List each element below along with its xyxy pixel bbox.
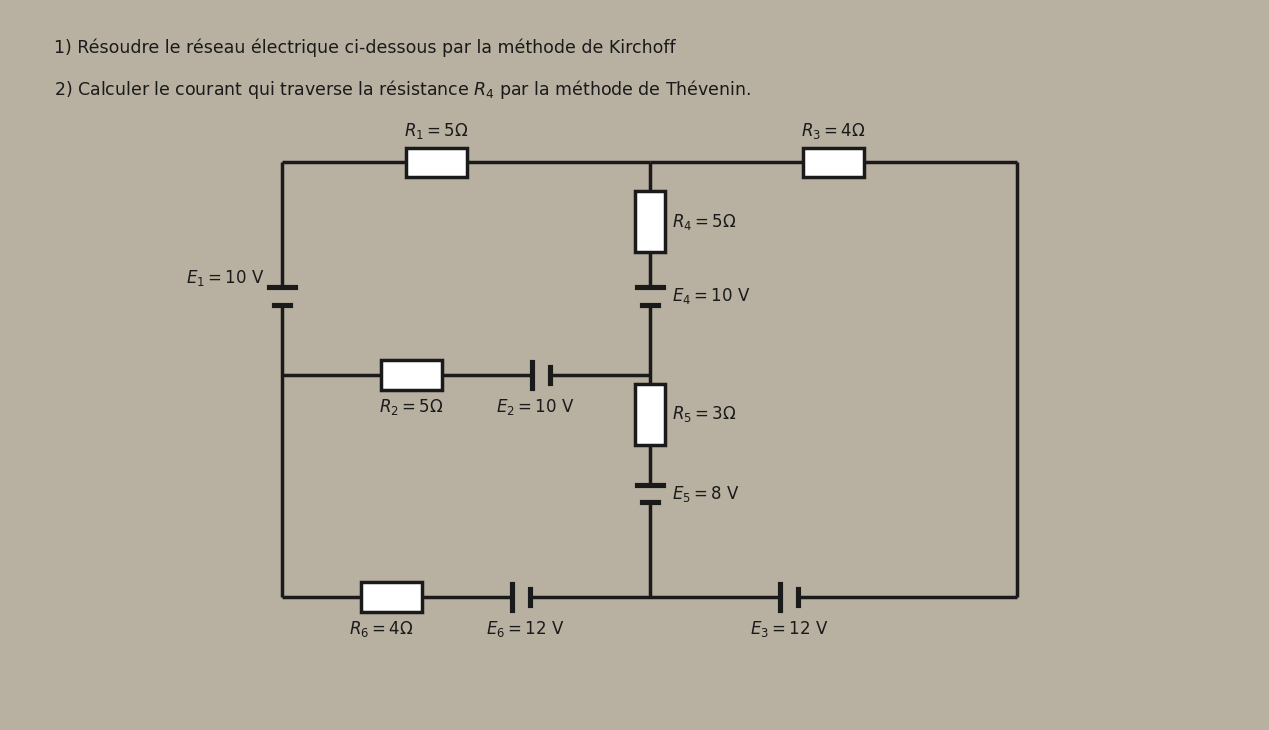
Bar: [360, 583, 423, 612]
Text: $R_5 = 3\Omega$: $R_5 = 3\Omega$: [671, 404, 736, 424]
Text: $R_6 = 4\Omega$: $R_6 = 4\Omega$: [349, 619, 414, 639]
Text: $R_2 = 5\Omega$: $R_2 = 5\Omega$: [379, 396, 444, 417]
Bar: [634, 384, 665, 445]
Text: 2) Calculer le courant qui traverse la résistance $R_4$ par la méthode de Théven: 2) Calculer le courant qui traverse la r…: [53, 78, 751, 101]
Bar: [406, 147, 467, 177]
Text: $R_1 = 5\Omega$: $R_1 = 5\Omega$: [404, 120, 468, 141]
Text: 1) Résoudre le réseau électrique ci-dessous par la méthode de Kirchoff: 1) Résoudre le réseau électrique ci-dess…: [53, 39, 675, 57]
Text: $E_1 = 10$ V: $E_1 = 10$ V: [187, 268, 264, 288]
Bar: [381, 360, 443, 390]
Text: $E_6 = 12$ V: $E_6 = 12$ V: [486, 619, 565, 639]
Text: $E_2 = 10$ V: $E_2 = 10$ V: [496, 396, 575, 417]
Bar: [803, 147, 864, 177]
Text: $E_5 = 8$ V: $E_5 = 8$ V: [671, 483, 740, 504]
Text: $E_3 = 12$ V: $E_3 = 12$ V: [750, 619, 829, 639]
Bar: [634, 191, 665, 253]
Text: $R_4 = 5\Omega$: $R_4 = 5\Omega$: [671, 212, 736, 231]
Text: $E_4 = 10$ V: $E_4 = 10$ V: [671, 286, 750, 306]
Text: $R_3 = 4\Omega$: $R_3 = 4\Omega$: [802, 120, 865, 141]
